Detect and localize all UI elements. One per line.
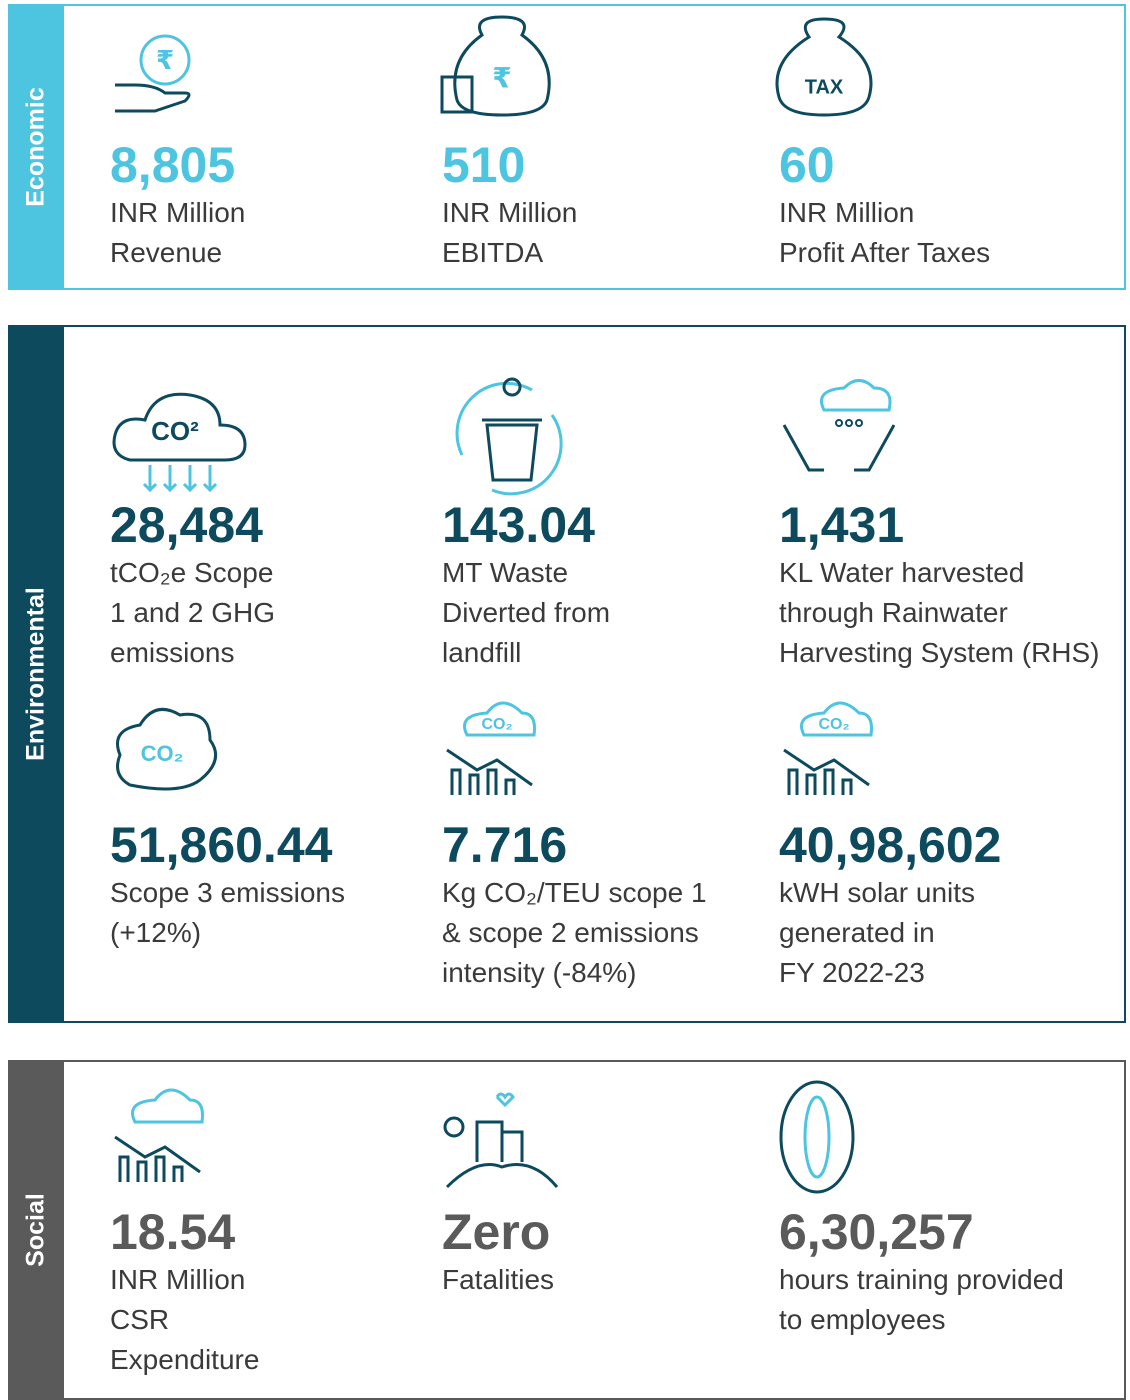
metric-value: 18.54 bbox=[110, 1204, 236, 1260]
metric-value: 60 bbox=[779, 137, 835, 193]
metric-label: Kg CO₂/TEU scope 1 bbox=[442, 877, 707, 908]
person bbox=[443, 1116, 465, 1138]
zero-inner bbox=[803, 1095, 831, 1179]
icon: ₹ bbox=[440, 15, 551, 117]
metric-label: & scope 2 emissions bbox=[442, 917, 699, 948]
coins bbox=[440, 75, 474, 114]
section-bar: Social bbox=[8, 1060, 64, 1400]
metric-label: INR Million bbox=[442, 197, 578, 228]
metric-label: landfill bbox=[442, 637, 522, 668]
chart bbox=[446, 748, 533, 795]
metric-label: INR Million bbox=[110, 1264, 246, 1295]
metric-label: 1 and 2 GHG bbox=[110, 597, 275, 628]
cloud bbox=[116, 707, 218, 791]
metric-label: tCO₂e Scope bbox=[110, 557, 274, 588]
metric-label: hours training provided bbox=[779, 1264, 1064, 1295]
section-label: Economic bbox=[21, 87, 50, 207]
arrow bbox=[142, 465, 158, 493]
metric-value: 6,30,257 bbox=[779, 1204, 974, 1260]
metric-value: Zero bbox=[442, 1204, 551, 1260]
bin bbox=[482, 418, 542, 482]
icon-label: ₹ bbox=[492, 62, 511, 93]
bag bbox=[453, 15, 551, 117]
metric-label: MT Waste bbox=[442, 557, 569, 588]
section-label: Environmental bbox=[21, 587, 50, 761]
metric-label: Diverted from bbox=[442, 597, 611, 628]
icon: CO² bbox=[112, 392, 247, 493]
metric-value: 28,484 bbox=[110, 497, 263, 553]
cycle bbox=[455, 381, 563, 496]
metric-value: 51,860.44 bbox=[110, 817, 333, 873]
metric-value: 143.04 bbox=[442, 497, 595, 553]
gear bbox=[502, 377, 522, 397]
arrow bbox=[162, 465, 178, 493]
metric-label: Profit After Taxes bbox=[779, 237, 991, 268]
section-bar: Economic bbox=[8, 4, 64, 290]
hand bbox=[115, 83, 191, 113]
metric-label: Harvesting System (RHS) bbox=[779, 637, 1100, 668]
chart bbox=[114, 1135, 201, 1182]
cloud bbox=[463, 701, 536, 737]
icon: ₹ bbox=[115, 34, 191, 113]
metric-label: emissions bbox=[110, 637, 235, 668]
arrow bbox=[202, 465, 218, 493]
metric-value: 510 bbox=[442, 137, 526, 193]
cloud bbox=[800, 701, 873, 737]
icon-label: TAX bbox=[805, 76, 844, 98]
metric-label: generated in bbox=[779, 917, 935, 948]
icon bbox=[455, 377, 563, 496]
section-label: Social bbox=[21, 1193, 50, 1267]
bag bbox=[775, 17, 873, 117]
drop bbox=[855, 419, 863, 427]
icon: CO₂ bbox=[446, 701, 536, 795]
metric-value: 8,805 bbox=[110, 137, 236, 193]
metric-label: INR Million bbox=[110, 197, 246, 228]
icon-label: CO₂ bbox=[141, 741, 184, 766]
icon bbox=[782, 379, 896, 472]
drop bbox=[845, 419, 853, 427]
icon bbox=[114, 1088, 204, 1182]
metric-value: 1,431 bbox=[779, 497, 905, 553]
section-box bbox=[8, 325, 1126, 1023]
metric-label: INR Million bbox=[779, 197, 915, 228]
drop bbox=[835, 419, 843, 427]
icon-label: CO² bbox=[151, 416, 199, 446]
arrow bbox=[182, 465, 198, 493]
metric-label: FY 2022-23 bbox=[779, 957, 925, 988]
metric-label: Revenue bbox=[110, 237, 223, 268]
heart bbox=[495, 1092, 515, 1108]
cloud bbox=[820, 379, 892, 412]
metric-label: EBITDA bbox=[442, 237, 544, 268]
icon bbox=[779, 1080, 855, 1194]
city bbox=[445, 1120, 559, 1189]
metric-label: intensity (-84%) bbox=[442, 957, 637, 988]
icon: TAX bbox=[775, 17, 873, 117]
icon-label: CO₂ bbox=[481, 716, 512, 733]
cloud bbox=[131, 1088, 204, 1124]
metric-value: 40,98,602 bbox=[779, 817, 1002, 873]
metric-label: kWH solar units bbox=[779, 877, 976, 908]
hands bbox=[782, 424, 896, 472]
icon: CO₂ bbox=[116, 707, 218, 791]
icon bbox=[443, 1092, 559, 1189]
metric-label: (+12%) bbox=[110, 917, 202, 948]
icon-label: CO₂ bbox=[818, 716, 849, 733]
metric-label: KL Water harvested bbox=[779, 557, 1025, 588]
section-box bbox=[8, 4, 1126, 290]
coin bbox=[139, 34, 191, 86]
metric-label: through Rainwater bbox=[779, 597, 1008, 628]
metric-label: to employees bbox=[779, 1304, 946, 1335]
metric-label: CSR bbox=[110, 1304, 170, 1335]
icon-label: ₹ bbox=[156, 45, 174, 75]
metric-label: Fatalities bbox=[442, 1264, 555, 1295]
metric-value: 7.716 bbox=[442, 817, 568, 873]
cloud bbox=[112, 392, 247, 462]
section-bar: Environmental bbox=[8, 325, 64, 1023]
metric-label: Expenditure bbox=[110, 1344, 260, 1375]
icon: CO₂ bbox=[783, 701, 873, 795]
metric-label: Scope 3 emissions bbox=[110, 877, 346, 908]
chart bbox=[783, 748, 870, 795]
zero bbox=[779, 1080, 855, 1194]
